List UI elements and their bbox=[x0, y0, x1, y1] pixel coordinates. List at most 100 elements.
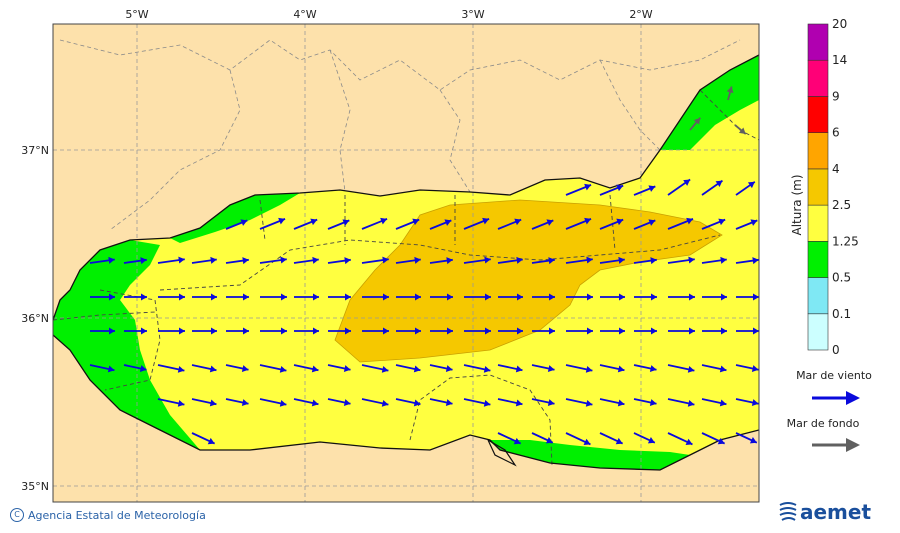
colorbar-segment bbox=[807, 241, 829, 278]
wind-arrow bbox=[531, 219, 554, 230]
wind-arrow bbox=[599, 432, 624, 445]
wind-arrow bbox=[157, 364, 185, 373]
wind-arrow bbox=[395, 218, 420, 230]
wind-arrow bbox=[327, 257, 351, 265]
wind-arrow bbox=[362, 327, 389, 335]
wind-arrow bbox=[90, 327, 115, 335]
colorbar-tick-label: 20 bbox=[832, 17, 847, 31]
wind-arrow bbox=[566, 327, 593, 335]
swell-arrow bbox=[689, 117, 701, 131]
wind-arrow bbox=[89, 364, 115, 373]
coastline bbox=[53, 54, 759, 321]
lon-label-4w: 4°W bbox=[293, 8, 316, 21]
wind-arrow bbox=[701, 432, 726, 445]
wind-arrow bbox=[260, 293, 287, 301]
colorbar-segment bbox=[807, 313, 829, 351]
wind-arrow bbox=[293, 398, 319, 407]
wind-arrow bbox=[497, 256, 523, 264]
wind-legend-arrow bbox=[812, 391, 860, 405]
wind-arrow bbox=[226, 327, 249, 335]
wind-arrow bbox=[667, 364, 695, 373]
wind-arrow bbox=[463, 217, 490, 230]
land-borders bbox=[59, 39, 741, 231]
wind-arrow bbox=[361, 217, 388, 230]
wind-arrow bbox=[124, 327, 147, 335]
wind-arrow bbox=[157, 256, 185, 264]
wind-arrow bbox=[735, 364, 759, 372]
wind-arrow bbox=[327, 364, 351, 372]
wind-arrow bbox=[327, 398, 351, 406]
swell-arrow bbox=[734, 124, 747, 135]
colorbar-segment bbox=[807, 204, 829, 242]
wind-arrow bbox=[260, 327, 287, 335]
colorbar-tick-label: 0.5 bbox=[832, 271, 851, 285]
wind-arrow bbox=[430, 293, 453, 301]
wind-arrow bbox=[396, 327, 421, 335]
wind-arrow bbox=[463, 256, 491, 264]
wind-arrow bbox=[668, 293, 695, 301]
wind-arrow bbox=[599, 184, 624, 196]
sea-band-west bbox=[53, 240, 200, 450]
wind-arrow bbox=[634, 327, 657, 335]
wind-arrow bbox=[259, 398, 287, 407]
sea-band-northwest bbox=[170, 193, 300, 243]
wind-arrow bbox=[735, 432, 758, 444]
wind-arrow bbox=[89, 256, 115, 264]
wind-arrow bbox=[191, 256, 217, 264]
wind-arrow bbox=[259, 256, 287, 264]
wind-arrow bbox=[90, 293, 115, 301]
wind-arrow bbox=[429, 398, 453, 406]
sea-zone-2-5-to-4m bbox=[334, 199, 723, 363]
colorbar-segment bbox=[807, 168, 829, 206]
logo-text: aemet bbox=[800, 500, 872, 524]
wind-arrow bbox=[464, 293, 491, 301]
wind-arrow bbox=[736, 293, 759, 301]
map-border bbox=[52, 23, 760, 503]
wind-arrow bbox=[531, 398, 555, 406]
lon-label-5w: 5°W bbox=[125, 8, 148, 21]
wind-arrow bbox=[667, 398, 695, 407]
wind-arrow bbox=[293, 364, 319, 373]
wind-arrow bbox=[633, 257, 657, 265]
wind-arrow bbox=[531, 257, 555, 265]
wind-arrow bbox=[293, 256, 319, 264]
map-frame-content bbox=[53, 24, 759, 502]
wind-arrow bbox=[532, 327, 555, 335]
lat-label-36n: 36°N bbox=[21, 312, 49, 325]
colorbar-tick-label: 14 bbox=[832, 53, 847, 67]
colorbar-tick-label: 0.1 bbox=[832, 307, 851, 321]
wind-arrow bbox=[736, 327, 759, 335]
wind-arrow bbox=[565, 398, 593, 407]
colorbar-title: Altura (m) bbox=[790, 174, 804, 235]
wind-arrow bbox=[599, 256, 625, 264]
wind-arrow bbox=[395, 398, 421, 407]
lon-label-2w: 2°W bbox=[629, 8, 652, 21]
wind-arrow bbox=[225, 219, 248, 230]
wind-arrow bbox=[259, 364, 287, 373]
wind-arrow bbox=[667, 217, 694, 230]
wind-arrow bbox=[328, 327, 351, 335]
colorbar-tick-label: 6 bbox=[832, 126, 840, 140]
aemet-logo: aemet bbox=[800, 500, 871, 524]
wind-arrow bbox=[497, 218, 522, 230]
colorbar-segment bbox=[807, 96, 829, 133]
copyright-icon: C bbox=[10, 508, 24, 522]
wind-arrow bbox=[565, 217, 592, 230]
wind-arrow bbox=[633, 185, 656, 196]
lon-label-3w: 3°W bbox=[461, 8, 484, 21]
wind-arrow bbox=[123, 364, 147, 372]
swell-legend-label: Mar de fondo bbox=[786, 417, 860, 430]
colorbar-segment bbox=[807, 277, 829, 315]
wind-arrow bbox=[701, 256, 727, 264]
colorbar-tick-label: 2.5 bbox=[832, 198, 851, 212]
wind-arrow bbox=[157, 398, 185, 407]
wind-arrow bbox=[701, 364, 727, 373]
wind-arrow bbox=[667, 432, 693, 446]
wind-arrow bbox=[565, 432, 591, 446]
wind-arrow bbox=[328, 293, 351, 301]
wind-arrow bbox=[633, 432, 656, 444]
wind-arrow bbox=[701, 218, 726, 230]
wind-arrow bbox=[429, 257, 453, 265]
wind-arrow bbox=[735, 257, 759, 265]
